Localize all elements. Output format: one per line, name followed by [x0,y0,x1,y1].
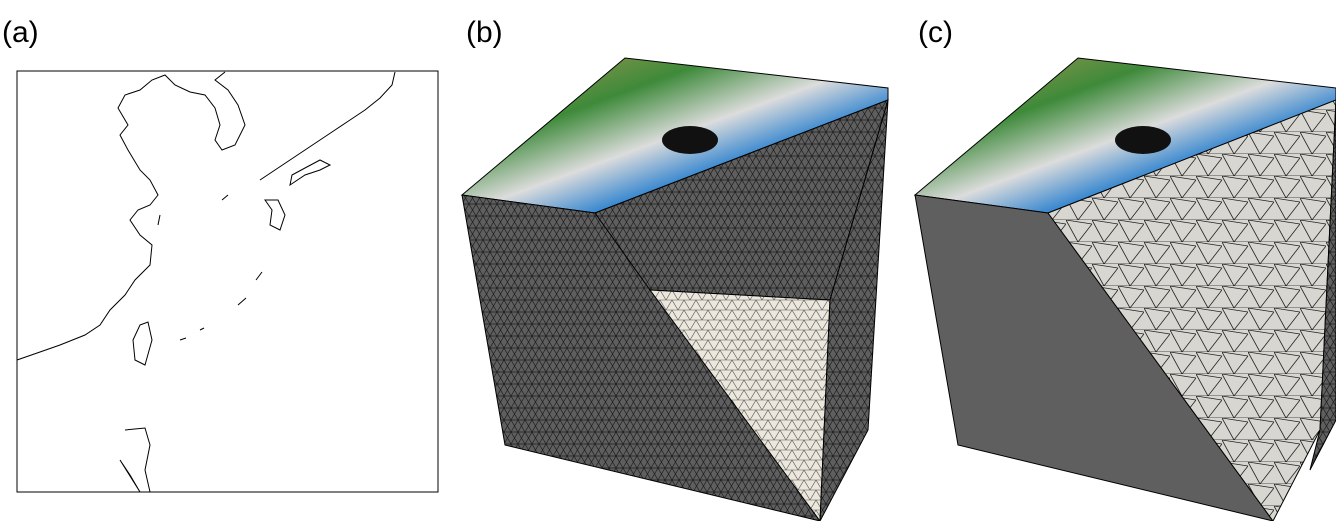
figure: (a) (b) (c) [0,0,1336,521]
panel-label: (a) [2,16,39,49]
panel-b: (b) [462,16,888,521]
refined-region [662,126,718,154]
map-frame [17,71,438,492]
panel-a: (a) [2,16,438,492]
panel-label: (b) [466,16,503,49]
refined-region [1115,126,1171,154]
panel-label: (c) [918,16,953,49]
panel-c: (c) [915,16,1336,521]
